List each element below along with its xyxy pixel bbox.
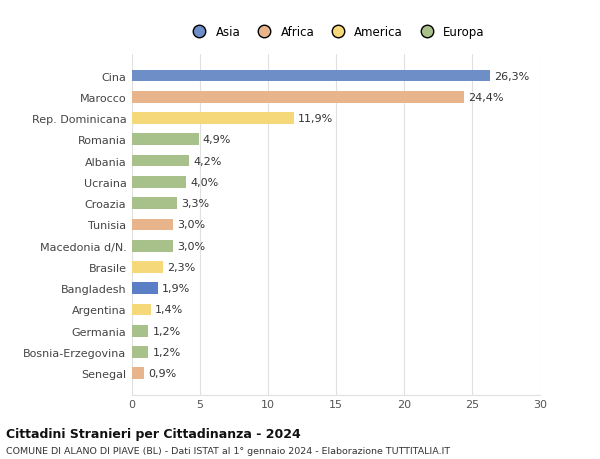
Text: Cittadini Stranieri per Cittadinanza - 2024: Cittadini Stranieri per Cittadinanza - 2… bbox=[6, 427, 301, 440]
Legend: Asia, Africa, America, Europa: Asia, Africa, America, Europa bbox=[185, 23, 487, 41]
Bar bbox=[132, 92, 464, 103]
Text: 4,2%: 4,2% bbox=[193, 156, 221, 166]
Text: 3,0%: 3,0% bbox=[177, 241, 205, 251]
Bar bbox=[132, 113, 294, 125]
Bar bbox=[132, 156, 189, 167]
Text: COMUNE DI ALANO DI PIAVE (BL) - Dati ISTAT al 1° gennaio 2024 - Elaborazione TUT: COMUNE DI ALANO DI PIAVE (BL) - Dati IST… bbox=[6, 447, 450, 455]
Bar bbox=[132, 219, 173, 231]
Bar bbox=[132, 262, 163, 273]
Bar bbox=[132, 283, 158, 294]
Text: 1,9%: 1,9% bbox=[162, 284, 190, 294]
Bar bbox=[132, 177, 187, 188]
Text: 1,2%: 1,2% bbox=[152, 326, 181, 336]
Bar bbox=[132, 368, 144, 379]
Text: 2,3%: 2,3% bbox=[167, 263, 196, 272]
Text: 11,9%: 11,9% bbox=[298, 114, 333, 124]
Bar bbox=[132, 71, 490, 82]
Text: 1,4%: 1,4% bbox=[155, 305, 184, 315]
Bar bbox=[132, 198, 177, 209]
Text: 24,4%: 24,4% bbox=[468, 93, 503, 102]
Text: 4,9%: 4,9% bbox=[203, 135, 231, 145]
Text: 4,0%: 4,0% bbox=[190, 178, 219, 187]
Bar bbox=[132, 304, 151, 316]
Bar bbox=[132, 325, 148, 337]
Bar bbox=[132, 347, 148, 358]
Bar bbox=[132, 134, 199, 146]
Bar bbox=[132, 241, 173, 252]
Text: 26,3%: 26,3% bbox=[494, 71, 529, 81]
Text: 1,2%: 1,2% bbox=[152, 347, 181, 357]
Text: 3,0%: 3,0% bbox=[177, 220, 205, 230]
Text: 3,3%: 3,3% bbox=[181, 199, 209, 209]
Text: 0,9%: 0,9% bbox=[148, 369, 176, 379]
